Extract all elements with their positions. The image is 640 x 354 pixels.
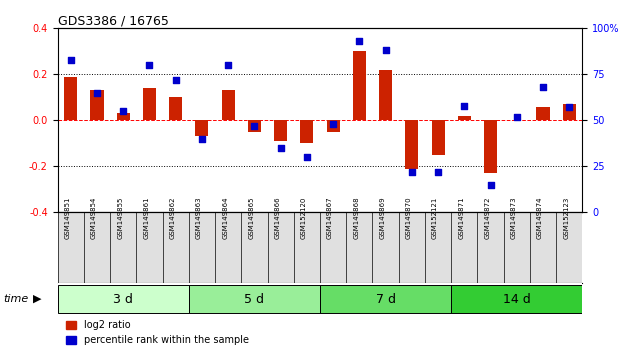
- Bar: [379, 70, 392, 120]
- Text: GDS3386 / 16765: GDS3386 / 16765: [58, 14, 168, 27]
- Text: GSM149861: GSM149861: [143, 197, 150, 239]
- Text: GSM149867: GSM149867: [327, 197, 333, 239]
- Text: GSM149864: GSM149864: [222, 197, 228, 239]
- Bar: [300, 120, 314, 143]
- Point: [223, 62, 234, 68]
- Bar: [90, 91, 104, 120]
- Point: [197, 136, 207, 142]
- Text: 7 d: 7 d: [376, 293, 396, 306]
- Bar: [189, 285, 320, 314]
- Bar: [563, 104, 576, 120]
- Bar: [405, 120, 419, 169]
- Bar: [353, 51, 366, 120]
- Text: GSM149869: GSM149869: [380, 197, 385, 239]
- Text: GSM149868: GSM149868: [353, 197, 360, 239]
- Point: [92, 90, 102, 96]
- Bar: [320, 285, 451, 314]
- Bar: [169, 97, 182, 120]
- Text: GSM149874: GSM149874: [537, 197, 543, 239]
- Text: ▶: ▶: [33, 294, 42, 304]
- Bar: [484, 120, 497, 173]
- Point: [380, 47, 390, 53]
- Point: [485, 182, 495, 188]
- Bar: [221, 91, 235, 120]
- Point: [328, 121, 339, 127]
- Point: [145, 62, 155, 68]
- Point: [512, 114, 522, 120]
- Text: GSM149873: GSM149873: [511, 197, 517, 239]
- Text: GSM149870: GSM149870: [406, 197, 412, 239]
- Bar: [64, 77, 77, 120]
- Text: GSM149851: GSM149851: [65, 197, 70, 239]
- Text: GSM152120: GSM152120: [301, 197, 307, 239]
- Bar: [274, 120, 287, 141]
- Text: GSM149871: GSM149871: [458, 197, 464, 239]
- Bar: [536, 107, 550, 120]
- Bar: [431, 120, 445, 155]
- Point: [459, 103, 469, 108]
- Legend: log2 ratio, percentile rank within the sample: log2 ratio, percentile rank within the s…: [63, 316, 253, 349]
- Text: GSM152123: GSM152123: [563, 197, 570, 239]
- Bar: [58, 285, 189, 314]
- Text: GSM149863: GSM149863: [196, 197, 202, 239]
- Point: [170, 77, 181, 83]
- Text: GSM149855: GSM149855: [117, 197, 123, 239]
- Bar: [458, 116, 471, 120]
- Bar: [195, 120, 209, 137]
- Point: [433, 169, 443, 175]
- Point: [118, 108, 128, 114]
- Point: [249, 123, 260, 129]
- Bar: [248, 120, 261, 132]
- Point: [66, 57, 76, 62]
- Point: [564, 105, 575, 110]
- Text: GSM149872: GSM149872: [484, 197, 490, 239]
- Text: 14 d: 14 d: [503, 293, 531, 306]
- Text: 3 d: 3 d: [113, 293, 133, 306]
- Text: GSM149862: GSM149862: [170, 197, 175, 239]
- Point: [407, 169, 417, 175]
- Text: GSM149865: GSM149865: [248, 197, 254, 239]
- Bar: [451, 285, 582, 314]
- Text: GSM149866: GSM149866: [275, 197, 280, 239]
- Point: [275, 145, 285, 151]
- Point: [302, 154, 312, 160]
- Text: time: time: [3, 294, 28, 304]
- Text: GSM152121: GSM152121: [432, 197, 438, 239]
- Text: GSM149854: GSM149854: [91, 197, 97, 239]
- Bar: [326, 120, 340, 132]
- Bar: [143, 88, 156, 120]
- Point: [355, 38, 365, 44]
- Point: [538, 84, 548, 90]
- Bar: [116, 114, 130, 120]
- Text: 5 d: 5 d: [244, 293, 264, 306]
